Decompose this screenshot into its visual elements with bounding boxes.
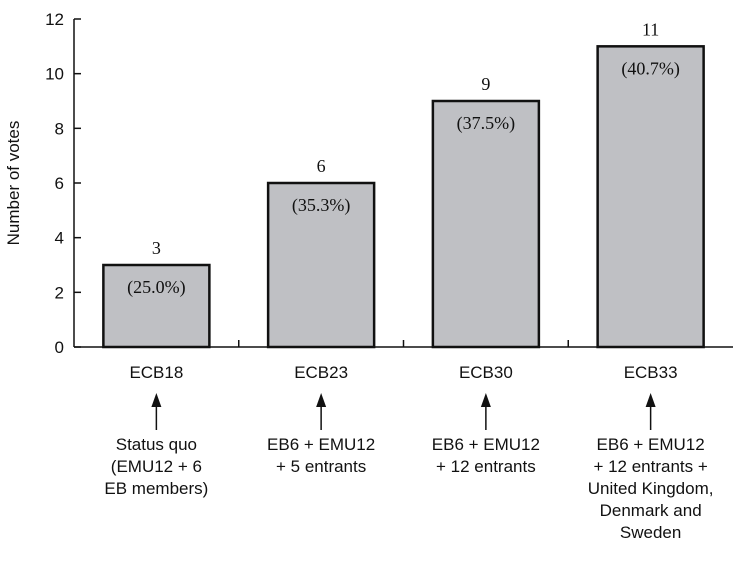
annotation-line: EB members) xyxy=(104,479,208,498)
annotation-line: (EMU12 + 6 xyxy=(111,457,202,476)
bar-value-label: 3 xyxy=(152,238,161,258)
arrow-up-icon xyxy=(316,393,327,407)
y-tick-label: 8 xyxy=(55,119,64,138)
annotation-line: Sweden xyxy=(620,523,681,542)
y-tick-label: 6 xyxy=(55,174,64,193)
bar-ecb23 xyxy=(266,181,376,349)
annotation-line: + 12 entrants + xyxy=(593,457,707,476)
annotation-line: EB6 + EMU12 xyxy=(597,435,705,454)
x-category-label: ECB33 xyxy=(624,363,678,382)
y-tick-label: 10 xyxy=(45,65,64,84)
arrow-up-icon xyxy=(151,393,162,407)
y-axis: 0 2 4 6 8 10 12 xyxy=(45,10,81,357)
annotation-line: + 5 entrants xyxy=(276,457,366,476)
y-tick-label: 12 xyxy=(45,10,64,29)
y-tick-label: 2 xyxy=(55,283,64,302)
annotation-line: EB6 + EMU12 xyxy=(432,435,540,454)
arrow-up-icon xyxy=(480,393,491,407)
bar-labels: 3 (25.0%) ECB18 6 (35.3%) ECB23 9 (37.5%) ECB30 1… xyxy=(127,19,680,382)
annotation-line: Status quo xyxy=(116,435,197,454)
bar-percent-label: (35.3%) xyxy=(292,195,350,216)
annotation-line: Denmark and xyxy=(600,501,702,520)
x-category-label: ECB18 xyxy=(129,363,183,382)
y-tick-label: 0 xyxy=(55,338,64,357)
bar-value-label: 6 xyxy=(317,156,326,176)
bar-percent-label: (37.5%) xyxy=(457,113,515,134)
bar-ecb33 xyxy=(596,45,705,349)
bar-percent-label: (40.7%) xyxy=(621,58,679,79)
x-category-label: ECB23 xyxy=(294,363,348,382)
bar-value-label: 11 xyxy=(642,19,659,39)
y-tick-label: 4 xyxy=(55,229,64,248)
y-axis-label: Number of votes xyxy=(4,121,23,246)
bar-ecb30 xyxy=(431,99,541,349)
bar-value-label: 9 xyxy=(481,74,490,94)
annotation-line: + 12 entrants xyxy=(436,457,536,476)
annotation-line: United Kingdom, xyxy=(588,479,714,498)
x-category-label: ECB30 xyxy=(459,363,513,382)
annotations: Status quo (EMU12 + 6 EB members) EB6 + EMU… xyxy=(104,393,713,542)
arrow-up-icon xyxy=(645,393,656,407)
bar-percent-label: (25.0%) xyxy=(127,277,185,298)
bars xyxy=(102,45,705,349)
bar-ecb18 xyxy=(102,263,211,349)
annotation-line: EB6 + EMU12 xyxy=(267,435,375,454)
